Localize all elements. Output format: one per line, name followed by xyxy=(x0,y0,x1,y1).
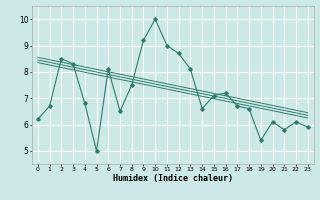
X-axis label: Humidex (Indice chaleur): Humidex (Indice chaleur) xyxy=(113,174,233,183)
